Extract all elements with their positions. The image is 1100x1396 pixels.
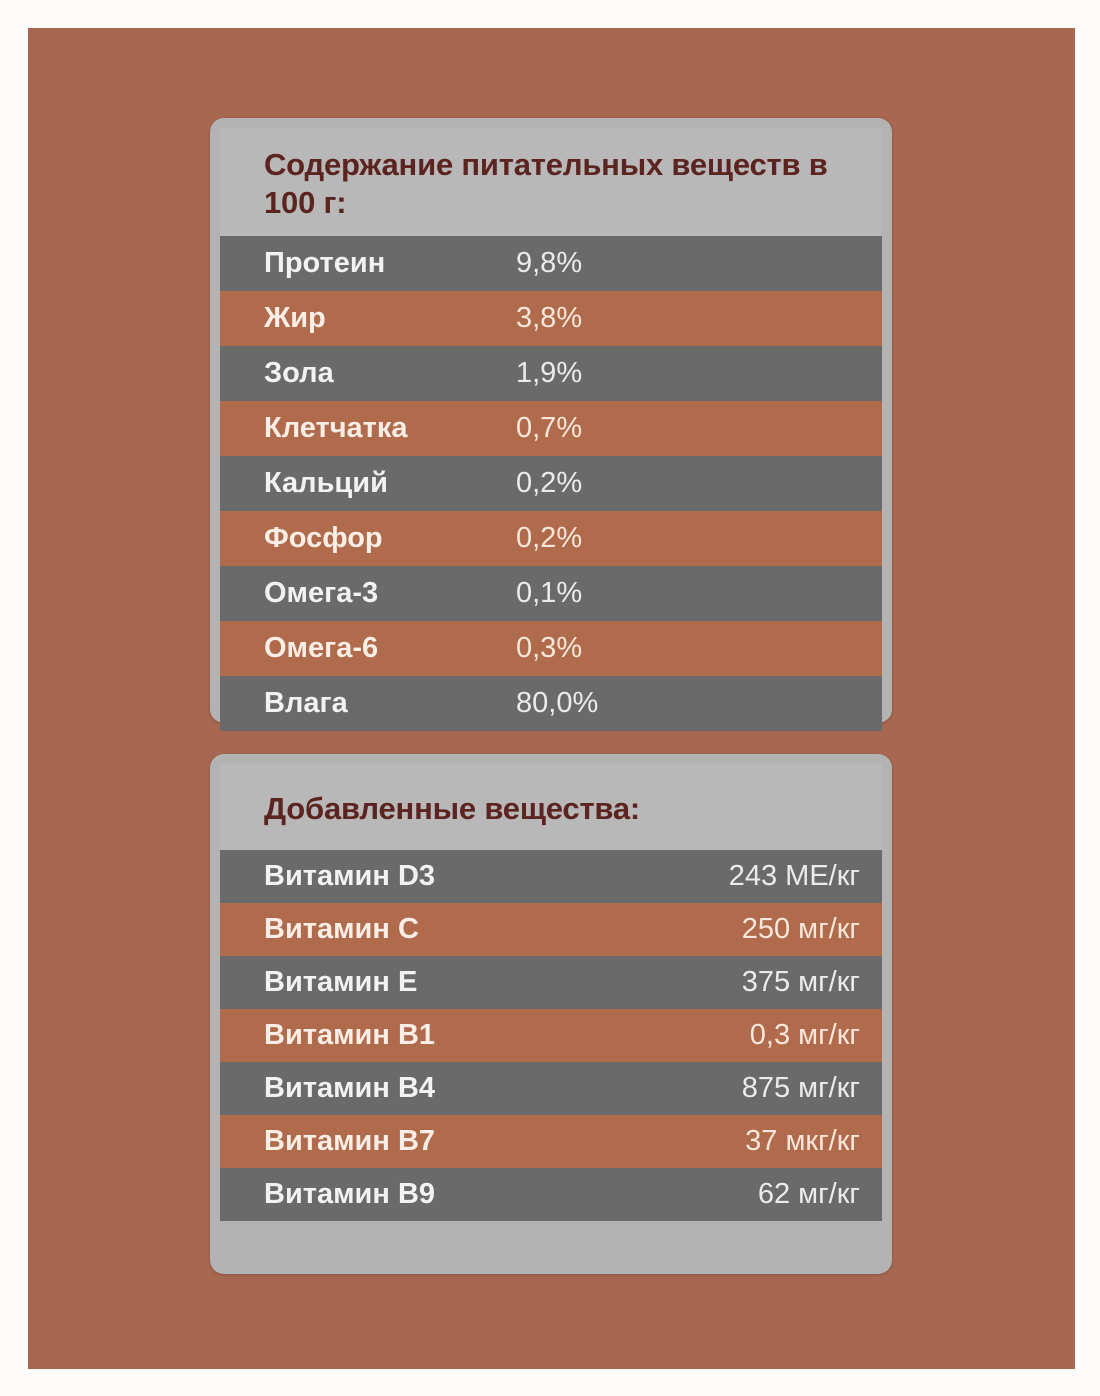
row-label: Витамин C [264, 913, 419, 945]
row-label: Кальций [264, 467, 388, 499]
table-row: Кальций 0,2% [220, 456, 882, 511]
nutrition-rows-list: Протеин 9,8% Жир 3,8% Зола 1,9% Клетчатка 0,7% К… [220, 236, 882, 731]
row-label: Витамин D3 [264, 860, 436, 892]
table-row: Влага 80,0% [220, 676, 882, 731]
nutrition-content-card: Содержание питательных веществ в 100 г: … [210, 118, 892, 731]
row-label: Витамин B4 [264, 1072, 436, 1104]
row-value: 80,0% [516, 687, 599, 719]
nutrition-label-panel: Содержание питательных веществ в 100 г: … [28, 28, 1075, 1369]
row-value: 875 мг/кг [741, 1072, 860, 1104]
row-label: Витамин B1 [264, 1019, 436, 1051]
nutrition-card-header: Содержание питательных веществ в 100 г: [220, 128, 882, 236]
row-label: Влага [264, 687, 348, 719]
table-row: Фосфор 0,2% [220, 511, 882, 566]
row-value: 0,2% [516, 467, 583, 499]
additives-content-card: Добавленные вещества: Витамин D3 243 МЕ/к… [210, 754, 892, 1274]
table-row: Зола 1,9% [220, 346, 882, 401]
table-row: Витамин B7 37 мкг/кг [220, 1115, 882, 1168]
row-value: 0,3% [516, 632, 583, 664]
table-row: Клетчатка 0,7% [220, 401, 882, 456]
table-row: Омега-6 0,3% [220, 621, 882, 676]
row-value: 37 мкг/кг [745, 1125, 860, 1157]
row-label: Клетчатка [264, 412, 408, 444]
row-value: 3,8% [516, 302, 583, 334]
row-label: Витамин B7 [264, 1125, 436, 1157]
table-row: Витамин C 250 мг/кг [220, 903, 882, 956]
table-row: Витамин E 375 мг/кг [220, 956, 882, 1009]
additives-card-title: Добавленные вещества: [264, 791, 641, 826]
table-row: Омега-3 0,1% [220, 566, 882, 621]
row-value: 0,3 мг/кг [749, 1019, 860, 1051]
additives-card-header: Добавленные вещества: [220, 764, 882, 850]
row-label: Зола [264, 357, 334, 389]
row-value: 9,8% [516, 247, 583, 279]
row-value: 62 мг/кг [757, 1178, 860, 1210]
row-value: 0,1% [516, 577, 583, 609]
row-value: 1,9% [516, 357, 583, 389]
table-row: Витамин B4 875 мг/кг [220, 1062, 882, 1115]
row-value: 250 мг/кг [741, 913, 860, 945]
table-row: Витамин B1 0,3 мг/кг [220, 1009, 882, 1062]
row-label: Витамин B9 [264, 1178, 436, 1210]
table-row: Витамин D3 243 МЕ/кг [220, 850, 882, 903]
row-label: Жир [264, 302, 326, 334]
row-label: Омега-3 [264, 577, 379, 609]
row-label: Витамин E [264, 966, 418, 998]
additives-rows-list: Витамин D3 243 МЕ/кг Витамин C 250 мг/кг Вит… [220, 850, 882, 1221]
row-value: 0,7% [516, 412, 583, 444]
table-row: Жир 3,8% [220, 291, 882, 346]
row-label: Фосфор [264, 522, 383, 554]
row-value: 375 мг/кг [741, 966, 860, 998]
nutrition-card-title: Содержание питательных веществ в 100 г: [264, 147, 828, 221]
row-value: 243 МЕ/кг [728, 860, 860, 892]
table-row: Протеин 9,8% [220, 236, 882, 291]
table-row: Витамин B9 62 мг/кг [220, 1168, 882, 1221]
row-value: 0,2% [516, 522, 583, 554]
row-label: Омега-6 [264, 632, 379, 664]
row-label: Протеин [264, 247, 386, 279]
